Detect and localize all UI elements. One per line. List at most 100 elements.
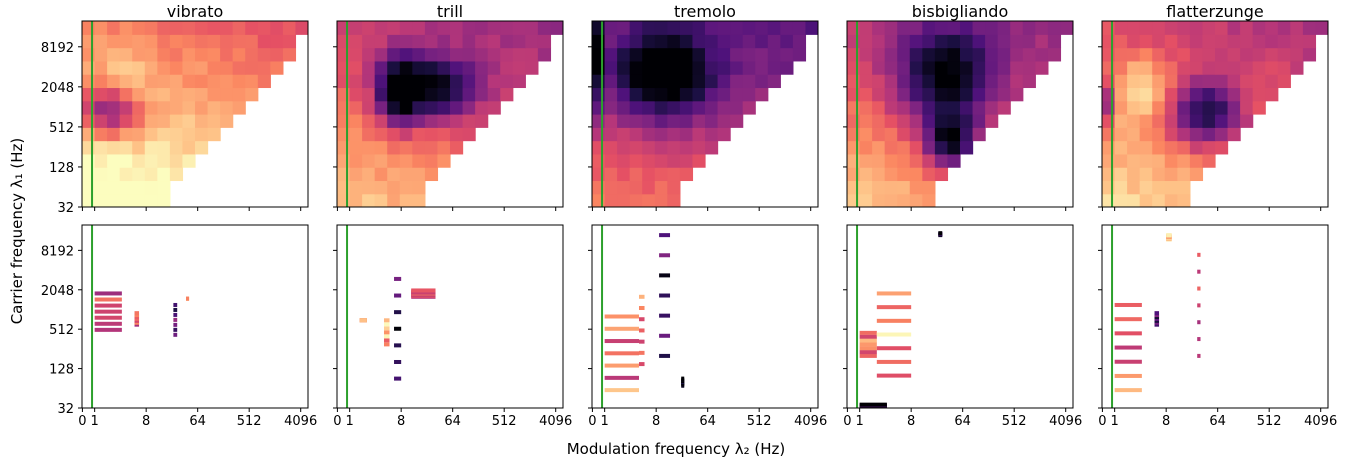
heatmap-cell	[1035, 21, 1049, 35]
heatmap-cell	[997, 60, 1011, 75]
heatmap-cell	[399, 127, 413, 142]
heatmap-cell	[182, 140, 196, 155]
heatmap-cell	[1152, 180, 1166, 195]
heatmap-cell	[859, 167, 873, 182]
heatmap-cell	[475, 21, 489, 35]
heatmap-cell	[437, 140, 451, 155]
heatmap-cell	[629, 87, 643, 102]
heatmap-cell	[934, 21, 949, 35]
heatmap-cell	[94, 153, 108, 168]
heatmap-cell	[667, 87, 681, 102]
heatmap-cell	[872, 127, 886, 142]
heatmap-cell	[730, 34, 744, 49]
heatmap-cell	[859, 193, 873, 207]
heatmap-cell	[462, 100, 476, 115]
heatmap-cell	[232, 87, 246, 102]
heatmap-cell	[349, 60, 363, 75]
heatmap-cell	[897, 47, 911, 62]
heatmap-cell	[387, 60, 401, 75]
panel-vibrato-row1: 32 128 512 2048 8192	[41, 20, 309, 216]
peak-segment	[876, 359, 912, 364]
heatmap-cell	[1202, 87, 1216, 102]
x-tick-label: 0	[588, 414, 596, 429]
heatmap-cell	[847, 74, 861, 89]
heatmap-cell	[144, 114, 158, 128]
heatmap-cell	[195, 127, 209, 142]
heatmap-cell	[119, 140, 133, 155]
heatmap-cell	[169, 167, 184, 182]
heatmap-cell	[1215, 87, 1229, 102]
panel-flatterzunge-row2: 0 1 8 64 512 4096	[1098, 224, 1337, 429]
heatmap-cell	[872, 34, 886, 49]
heatmap-cell	[730, 60, 744, 75]
heatmap-cell	[337, 140, 351, 155]
heatmap-cell	[525, 60, 539, 75]
x-tick-label: 512	[237, 414, 262, 429]
heatmap-cells	[1114, 233, 1201, 393]
heatmap-cell	[997, 100, 1011, 115]
heatmap-cell	[897, 21, 911, 35]
heatmap-cell	[1102, 127, 1116, 142]
heatmap-cell	[525, 21, 539, 35]
peak-segment	[394, 376, 402, 381]
heatmap-cell	[1227, 127, 1241, 142]
heatmap-cell	[617, 47, 631, 62]
heatmap-cell	[592, 140, 606, 155]
heatmap-cell	[157, 114, 171, 128]
heatmap-cell	[859, 47, 873, 62]
heatmap-cell	[947, 47, 961, 62]
heatmap-cell	[437, 34, 451, 49]
peak-segment	[659, 253, 671, 258]
heatmap-cell	[412, 153, 426, 168]
heatmap-cell	[182, 47, 196, 62]
heatmap-cell	[742, 100, 756, 115]
heatmap-cell	[1189, 127, 1204, 142]
heatmap-cell	[349, 47, 363, 62]
heatmap-cell	[642, 74, 656, 89]
heatmap-cell	[94, 140, 108, 155]
heatmap-cell	[872, 100, 886, 115]
heatmap-cell	[374, 193, 388, 207]
heatmap-cell	[374, 34, 388, 49]
heatmap-cell	[934, 127, 949, 142]
heatmap-cell	[985, 21, 999, 35]
x-tick-label: 0	[78, 414, 86, 429]
heatmap-cell	[82, 167, 96, 182]
heatmap-cell	[767, 74, 781, 89]
heatmap-cell	[847, 100, 861, 115]
heatmap-cell	[537, 47, 552, 62]
heatmap-cell	[884, 140, 898, 155]
heatmap-cell	[1127, 74, 1141, 89]
heatmap-cell	[182, 100, 196, 115]
heatmap-cell	[1152, 100, 1166, 115]
heatmap-cell	[94, 127, 108, 142]
heatmap-cell	[617, 193, 631, 207]
y-tick-label: 8192	[41, 244, 74, 259]
heatmap-cell	[475, 87, 489, 102]
heatmap-cell	[1240, 100, 1254, 115]
heatmap-cell	[1139, 47, 1153, 62]
heatmap-cell	[604, 193, 618, 207]
heatmap-cell	[94, 114, 108, 128]
heatmap-cell	[245, 34, 259, 49]
heatmap-cell	[1177, 21, 1191, 35]
heatmap-cell	[1035, 60, 1049, 75]
heatmap-cell	[1127, 100, 1141, 115]
heatmap-cell	[107, 127, 121, 142]
heatmap-cell	[437, 47, 451, 62]
heatmap-cell	[195, 114, 209, 128]
heatmap-cell	[337, 74, 351, 89]
heatmap-cell	[705, 60, 719, 75]
heatmap-cell	[859, 87, 873, 102]
heatmap-cell	[169, 60, 184, 75]
x-tick-label: 512	[1257, 414, 1282, 429]
heatmap-cell	[742, 21, 756, 35]
heatmap-cell	[629, 21, 643, 35]
heatmap-cell	[82, 100, 96, 115]
heatmap-cell	[169, 127, 184, 142]
peak-segment	[173, 312, 178, 317]
heatmap-cell	[412, 87, 426, 102]
heatmap-cell	[1114, 34, 1128, 49]
peak-segment	[604, 388, 639, 393]
heatmap-cell	[792, 47, 807, 62]
